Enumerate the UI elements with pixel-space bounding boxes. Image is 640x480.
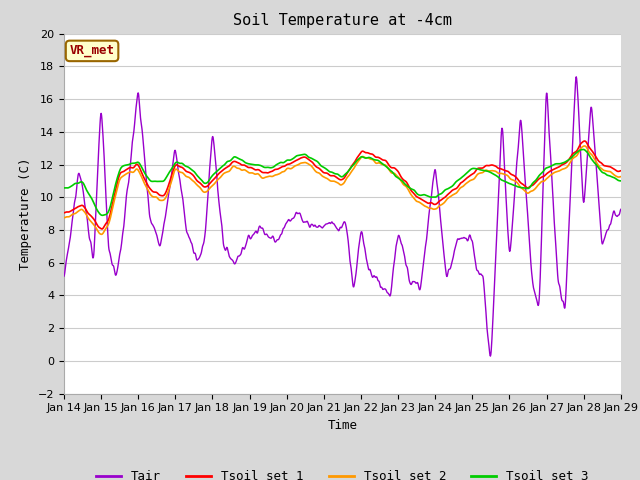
Text: VR_met: VR_met — [70, 44, 115, 58]
Y-axis label: Temperature (C): Temperature (C) — [19, 157, 32, 270]
Title: Soil Temperature at -4cm: Soil Temperature at -4cm — [233, 13, 452, 28]
X-axis label: Time: Time — [328, 419, 357, 432]
Legend: Tair, Tsoil set 1, Tsoil set 2, Tsoil set 3: Tair, Tsoil set 1, Tsoil set 2, Tsoil se… — [91, 465, 594, 480]
